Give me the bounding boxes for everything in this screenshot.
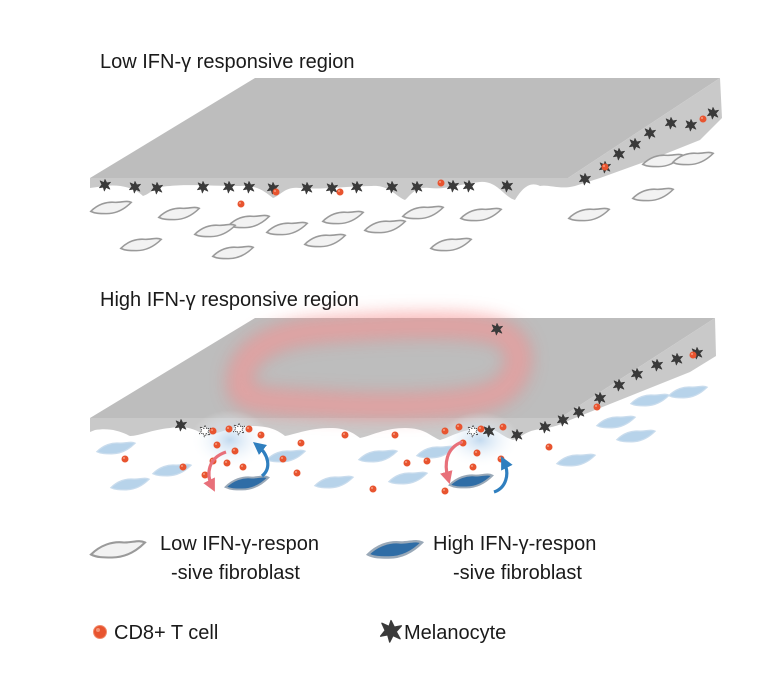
low-skin-slab <box>90 78 722 200</box>
fibroblast <box>193 223 237 238</box>
t-cell <box>231 447 239 455</box>
t-cell <box>225 425 233 433</box>
t-cell <box>209 427 217 435</box>
t-cell <box>441 487 449 495</box>
t-cell <box>257 431 265 439</box>
t-cell <box>593 403 601 411</box>
t-cell <box>237 200 245 208</box>
legend-t-cell-label: CD8+ T cell <box>114 622 218 644</box>
fibroblast <box>401 205 445 220</box>
fibroblast <box>567 207 611 222</box>
t-cell <box>477 425 485 433</box>
fibroblast-high <box>448 473 494 489</box>
fibroblast <box>631 187 675 202</box>
fibroblast <box>321 210 365 225</box>
low-region-title: Low IFN-γ responsive region <box>100 51 355 73</box>
high-region-title: High IFN-γ responsive region <box>100 289 359 311</box>
t-cell <box>369 485 377 493</box>
t-cell <box>391 431 399 439</box>
t-cell <box>689 351 697 359</box>
t-cell <box>441 427 449 435</box>
fibroblast <box>556 453 596 467</box>
t-cell <box>423 457 431 465</box>
fibroblast <box>668 385 708 399</box>
t-cell <box>601 163 609 171</box>
legend-high-fibroblast-icon <box>366 539 424 559</box>
t-cell <box>497 455 505 463</box>
t-cell <box>699 115 707 123</box>
fibroblast <box>363 219 407 234</box>
legend-low-fibroblast-line1: Low IFN-γ-respon <box>160 533 319 555</box>
t-cell <box>121 455 129 463</box>
fibroblast <box>110 477 150 491</box>
t-cell <box>223 459 231 467</box>
t-cell <box>279 455 287 463</box>
fibroblast <box>429 237 473 252</box>
t-cell <box>179 463 187 471</box>
t-cell <box>499 423 507 431</box>
fibroblast <box>616 429 656 443</box>
fibroblast <box>596 415 636 429</box>
legend-melanocyte-label: Melanocyte <box>404 622 506 644</box>
t-cell <box>213 441 221 449</box>
fibroblast <box>459 207 503 222</box>
fibroblast-high <box>224 475 270 491</box>
fibroblast <box>89 200 133 215</box>
t-cell <box>239 463 247 471</box>
fibroblast <box>119 237 163 252</box>
legend-high-fibroblast-line1: High IFN-γ-respon <box>433 533 596 555</box>
fibroblast <box>211 245 255 260</box>
signaling-arrows <box>203 440 513 494</box>
legend-low-fibroblast-icon <box>89 540 147 559</box>
legend-high-fibroblast-line2: -sive fibroblast <box>453 562 582 584</box>
t-cell <box>272 188 280 196</box>
t-cell <box>455 423 463 431</box>
t-cell <box>336 188 344 196</box>
legend-low-fibroblast-line2: -sive fibroblast <box>171 562 300 584</box>
fibroblast <box>303 233 347 248</box>
fibroblast <box>630 393 670 407</box>
fibroblast <box>358 449 398 463</box>
fibroblast <box>388 471 428 485</box>
t-cell <box>245 425 253 433</box>
t-cell <box>545 443 553 451</box>
legend: Low IFN-γ-respon -sive fibroblast High I… <box>89 533 596 644</box>
legend-t-cell-icon <box>93 625 107 639</box>
fibroblast <box>157 206 201 221</box>
t-cell <box>473 449 481 457</box>
t-cell <box>403 459 411 467</box>
t-cell <box>297 439 305 447</box>
fibroblast <box>314 475 354 489</box>
fibroblast <box>96 441 136 455</box>
t-cell <box>341 431 349 439</box>
legend-melanocyte-icon <box>379 619 403 643</box>
t-cell <box>293 469 301 477</box>
t-cell <box>469 463 477 471</box>
t-cell <box>437 179 445 187</box>
fibroblast <box>265 221 309 236</box>
